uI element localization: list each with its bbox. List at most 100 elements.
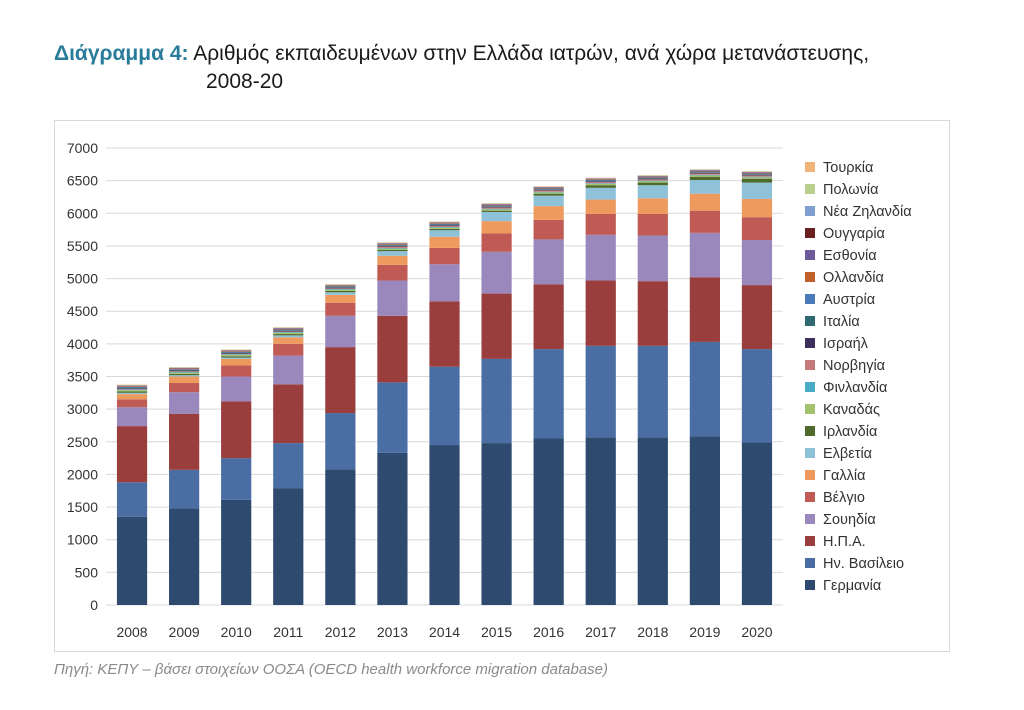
bar-segment (116, 394, 148, 400)
bar-segment (481, 206, 512, 208)
legend-swatch (805, 448, 815, 458)
bar-segment (377, 249, 408, 252)
legend-swatch (805, 228, 815, 238)
y-tick-label: 500 (75, 564, 99, 580)
bar-segment (221, 358, 252, 366)
y-tick-label: 6500 (67, 173, 98, 189)
legend-swatch (805, 360, 815, 370)
bar-segment (741, 182, 773, 199)
bar-segment (273, 334, 304, 336)
bar-segment (741, 172, 773, 174)
bar-segment (533, 219, 564, 240)
bar-segment (741, 217, 773, 241)
bar-segment (221, 352, 252, 353)
x-tick-label: 2012 (325, 624, 356, 640)
bar-segment (429, 366, 460, 446)
bar-segment (481, 211, 512, 222)
bar-segment (221, 401, 252, 459)
legend-label: Νέα Ζηλανδία (823, 204, 912, 220)
bar-segment (481, 233, 512, 252)
legend-swatch (805, 404, 815, 414)
bar-segment (637, 235, 668, 282)
x-tick-label: 2010 (221, 624, 252, 640)
legend-label: Ην. Βασίλειο (823, 556, 904, 572)
bar-segment (637, 185, 668, 199)
bar-segment (169, 508, 200, 605)
bar-segment (689, 176, 720, 180)
legend-label: Η.Π.Α. (823, 534, 866, 550)
bar-segment (116, 386, 148, 387)
y-tick-label: 3000 (67, 401, 98, 417)
bar-segment (273, 329, 304, 331)
bar-segment (221, 356, 252, 358)
bar-segment (377, 264, 408, 281)
bar-segment (481, 205, 512, 207)
bar-segment (377, 280, 408, 316)
bar-segment (637, 198, 668, 214)
bar-segment (169, 413, 200, 470)
bar-segment (533, 239, 564, 285)
legend-swatch (805, 294, 815, 304)
bar-segment (429, 227, 460, 229)
bar-segment (377, 251, 408, 256)
bar-segment (429, 264, 460, 302)
bar-segment (429, 228, 460, 231)
legend-swatch (805, 514, 815, 524)
bar-segment (325, 347, 356, 414)
bar-segment (169, 369, 200, 370)
bar-segment (221, 365, 252, 377)
bar-segment (481, 208, 512, 210)
bar-segment (116, 426, 148, 483)
bar-segment (325, 315, 356, 348)
source-note: Πηγή: ΚΕΠΥ – βάσει στοιχείων ΟΟΣΑ (OECD … (54, 661, 609, 678)
legend-swatch (805, 250, 815, 260)
bar-segment (116, 516, 148, 605)
bar-segment (689, 179, 720, 194)
bar-segment (377, 315, 408, 383)
bar-segment (585, 179, 616, 181)
bar-segment (221, 458, 252, 500)
chart-title-line1: Διάγραμμα 4: Αριθμός εκπαιδευμένων στην … (54, 40, 994, 68)
bar-segment (221, 354, 252, 355)
bar-segment (533, 188, 564, 190)
bar-segment (273, 343, 304, 356)
legend-label: Ιρλανδία (823, 424, 877, 440)
bar-segment (481, 293, 512, 359)
bar-segment (741, 175, 773, 177)
legend-swatch (805, 184, 815, 194)
bar-segment (429, 226, 460, 228)
bar-segment (169, 368, 200, 370)
legend-swatch (805, 580, 815, 590)
bar-segment (273, 384, 304, 444)
bar-segment (533, 189, 564, 190)
legend-label: Βέλγιο (823, 490, 865, 506)
bar-segment (533, 191, 564, 193)
bar-segment (689, 173, 720, 175)
bar-segment (533, 187, 564, 189)
bar-segment (637, 178, 668, 179)
bar-segment (429, 224, 460, 226)
bar-segment (585, 179, 616, 180)
y-tick-label: 5500 (67, 238, 98, 254)
bar-segment (169, 383, 200, 393)
bar-segment (533, 193, 564, 196)
legend-label: Ολλανδία (823, 270, 884, 286)
bar-segment (429, 247, 460, 265)
bar-segment (637, 179, 668, 181)
bar-segment (689, 232, 720, 278)
bar-segment (585, 199, 616, 214)
bar-segment (637, 181, 668, 183)
bar-segment (273, 330, 304, 331)
bar-segment (481, 206, 512, 207)
bar-segment (585, 187, 616, 200)
bar-segment (169, 375, 200, 377)
bar-segment (689, 341, 720, 437)
legend-swatch (805, 492, 815, 502)
legend-label: Γαλλία (823, 468, 865, 484)
bar-segment (116, 390, 148, 392)
bar-segment (481, 221, 512, 234)
bar-segment (221, 353, 252, 355)
bar-segment (221, 351, 252, 352)
x-tick-label: 2018 (637, 624, 668, 640)
bar-segment (116, 482, 148, 517)
